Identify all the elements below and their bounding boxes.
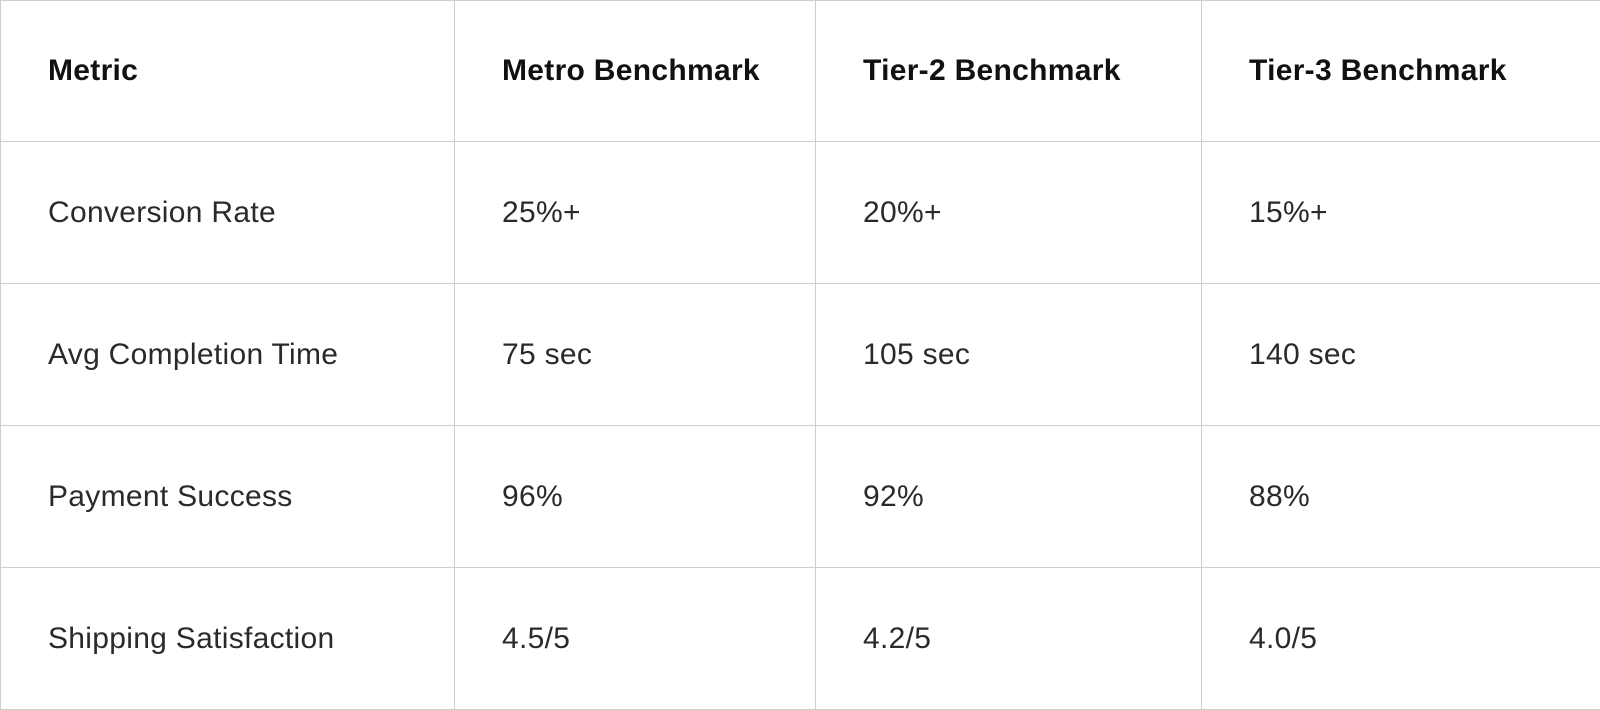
tier2-value: 20%+ — [816, 142, 1202, 284]
tier3-value: 88% — [1202, 426, 1600, 568]
table-row: Avg Completion Time 75 sec 105 sec 140 s… — [1, 284, 1600, 426]
tier3-value: 4.0/5 — [1202, 568, 1600, 710]
header-metric: Metric — [1, 1, 455, 142]
table-row: Payment Success 96% 92% 88% — [1, 426, 1600, 568]
table-row: Shipping Satisfaction 4.5/5 4.2/5 4.0/5 — [1, 568, 1600, 710]
tier2-value: 105 sec — [816, 284, 1202, 426]
tier3-value: 140 sec — [1202, 284, 1600, 426]
header-tier3-benchmark: Tier-3 Benchmark — [1202, 1, 1600, 142]
metric-label: Conversion Rate — [1, 142, 455, 284]
tier2-value: 92% — [816, 426, 1202, 568]
tier3-value: 15%+ — [1202, 142, 1600, 284]
table-header-row: Metric Metro Benchmark Tier-2 Benchmark … — [1, 1, 1600, 142]
metro-value: 25%+ — [455, 142, 816, 284]
metric-label: Avg Completion Time — [1, 284, 455, 426]
tier2-value: 4.2/5 — [816, 568, 1202, 710]
metro-value: 96% — [455, 426, 816, 568]
table-row: Conversion Rate 25%+ 20%+ 15%+ — [1, 142, 1600, 284]
metric-label: Shipping Satisfaction — [1, 568, 455, 710]
metro-value: 75 sec — [455, 284, 816, 426]
header-tier2-benchmark: Tier-2 Benchmark — [816, 1, 1202, 142]
header-metro-benchmark: Metro Benchmark — [455, 1, 816, 142]
metro-value: 4.5/5 — [455, 568, 816, 710]
metric-label: Payment Success — [1, 426, 455, 568]
